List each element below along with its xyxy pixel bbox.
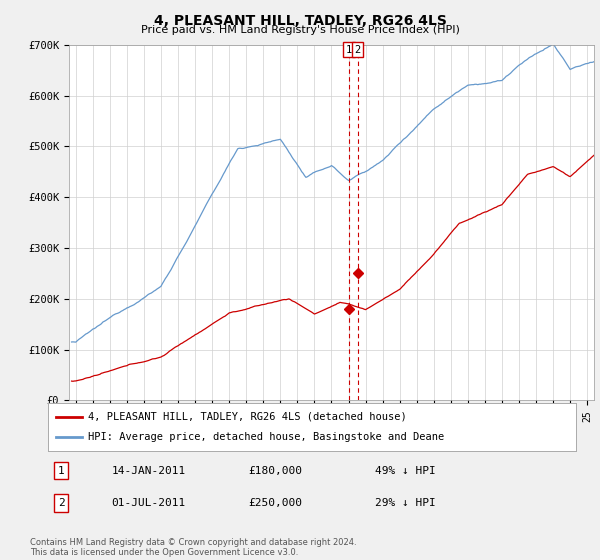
Text: 29% ↓ HPI: 29% ↓ HPI	[376, 498, 436, 508]
Text: £250,000: £250,000	[248, 498, 302, 508]
Text: £180,000: £180,000	[248, 465, 302, 475]
Text: 2: 2	[355, 45, 361, 55]
Text: 14-JAN-2011: 14-JAN-2011	[112, 465, 185, 475]
Text: 4, PLEASANT HILL, TADLEY, RG26 4LS (detached house): 4, PLEASANT HILL, TADLEY, RG26 4LS (deta…	[88, 412, 406, 422]
Text: Contains HM Land Registry data © Crown copyright and database right 2024.
This d: Contains HM Land Registry data © Crown c…	[30, 538, 356, 557]
Text: 4, PLEASANT HILL, TADLEY, RG26 4LS: 4, PLEASANT HILL, TADLEY, RG26 4LS	[154, 14, 446, 28]
Text: 49% ↓ HPI: 49% ↓ HPI	[376, 465, 436, 475]
Text: HPI: Average price, detached house, Basingstoke and Deane: HPI: Average price, detached house, Basi…	[88, 432, 444, 442]
Text: 01-JUL-2011: 01-JUL-2011	[112, 498, 185, 508]
Text: 2: 2	[58, 498, 65, 508]
Text: Price paid vs. HM Land Registry's House Price Index (HPI): Price paid vs. HM Land Registry's House …	[140, 25, 460, 35]
Text: 1: 1	[58, 465, 65, 475]
Text: 1: 1	[346, 45, 352, 55]
